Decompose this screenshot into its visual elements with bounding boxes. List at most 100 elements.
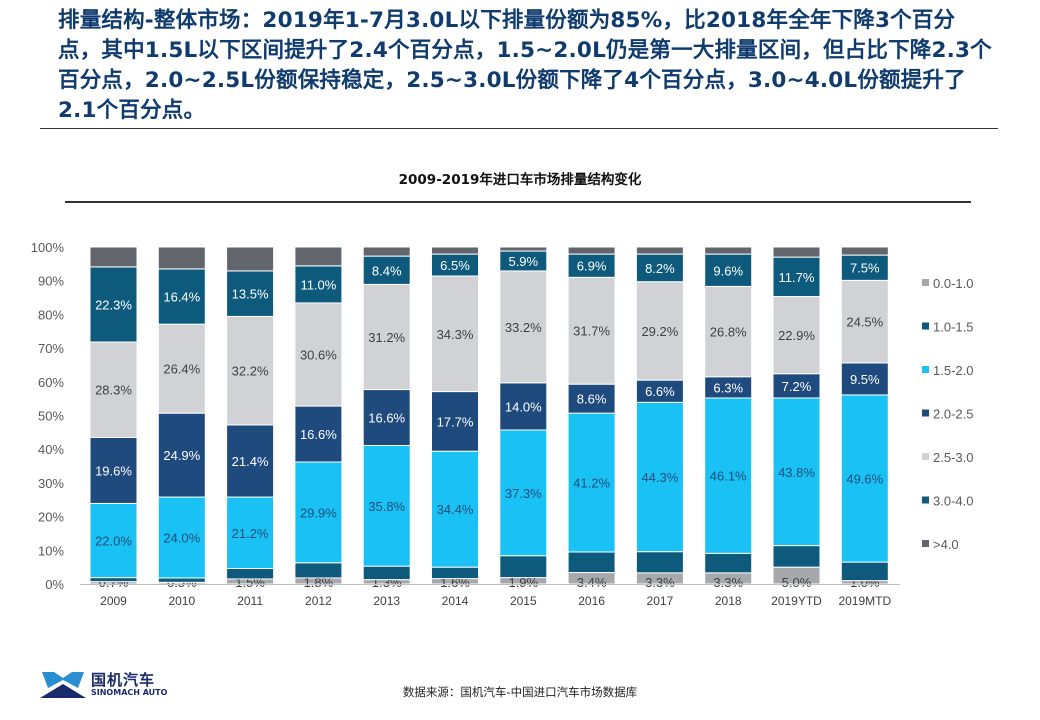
bar-segment xyxy=(431,275,479,393)
bar-stack-2015: 1.9% 37.3% 14.0% 33.2% 5.9% xyxy=(499,246,548,590)
y-tick-label: 70% xyxy=(38,341,64,356)
bar-segment xyxy=(226,270,275,317)
data-label: 5.9% xyxy=(508,254,538,269)
y-tick-label: 20% xyxy=(38,510,64,525)
legend-swatch xyxy=(922,366,929,373)
data-label: 9.6% xyxy=(713,263,743,278)
y-tick-label: 10% xyxy=(38,543,64,558)
data-label: 22.9% xyxy=(778,328,815,343)
y-tick-label: 90% xyxy=(38,274,64,289)
bar-segment xyxy=(294,302,343,407)
legend-label: >4.0 xyxy=(933,537,959,552)
bar-segment xyxy=(362,565,411,581)
data-label: 24.5% xyxy=(846,315,883,330)
x-tick-label: 2018 xyxy=(715,594,742,608)
legend-label: 1.5-2.0 xyxy=(933,363,973,378)
bar-segment xyxy=(431,566,479,580)
bar-segment xyxy=(567,551,616,574)
chart-title-divider xyxy=(65,201,971,203)
data-label: 6.6% xyxy=(645,384,675,399)
y-tick-label: 60% xyxy=(38,375,64,390)
legend-item: 3.0-4.0 xyxy=(922,494,973,509)
bar-segment xyxy=(294,562,343,579)
bar-segment xyxy=(840,279,889,364)
data-label: 37.3% xyxy=(505,486,542,501)
x-tick-label: 2016 xyxy=(578,594,605,608)
bar-segment xyxy=(567,383,616,414)
chart-title: 2009-2019年进口车市场排量结构变化 xyxy=(398,172,642,188)
bar-segment xyxy=(157,496,206,579)
data-label: 11.7% xyxy=(779,270,815,285)
data-label: 6.3% xyxy=(713,380,743,395)
data-label: 1.9% xyxy=(508,575,538,590)
data-label: 33.2% xyxy=(505,320,542,335)
bar-segment xyxy=(840,394,889,563)
data-label: 19.6% xyxy=(95,463,132,478)
bar-stack-2016: 3.4% 41.2% 8.6% 31.7% 6.9% xyxy=(567,246,616,590)
legend-item: >4.0 xyxy=(922,537,959,552)
bar-segment xyxy=(226,246,275,272)
data-label: 9.5% xyxy=(850,372,880,387)
bar-stack-2017: 3.3% 44.3% 6.6% 29.2% 8.2% xyxy=(635,246,684,590)
data-label: 26.4% xyxy=(163,362,200,377)
bar-segment xyxy=(157,268,206,325)
x-tick-label: 2011 xyxy=(237,594,263,608)
bar-segment xyxy=(840,246,889,256)
bar-segment xyxy=(226,424,275,498)
data-label: 41.2% xyxy=(573,476,610,491)
data-label: 11.0% xyxy=(300,277,336,292)
legend-item: 1.0-1.5 xyxy=(922,320,973,335)
bar-segment xyxy=(704,246,753,255)
legend-item: 2.5-3.0 xyxy=(922,450,973,465)
headline-divider xyxy=(40,128,998,129)
x-tick-label: 2015 xyxy=(510,594,537,608)
bar-segment xyxy=(362,255,411,285)
bar-stack-2014: 1.6%34.4%17.7%34.3%6.5% xyxy=(431,246,479,590)
bar-segment xyxy=(362,444,411,567)
bar-segment xyxy=(704,552,753,574)
bar-segment xyxy=(840,362,889,396)
data-label: 6.9% xyxy=(577,259,607,274)
bar-segment xyxy=(635,246,684,255)
sinomach-logo: 国机汽车 SINOMACH AUTO xyxy=(40,668,180,700)
bar-stack-2011: 1.5%21.2%21.4%32.2%13.5% xyxy=(226,246,275,590)
data-label: 31.7% xyxy=(573,324,610,339)
bar-segment xyxy=(772,397,821,547)
bar-segment xyxy=(635,401,684,553)
legend: 0.0-1.0 1.0-1.5 1.5-2.0 2.0-2.5 2.5-3.0 3.0-4… xyxy=(922,276,973,552)
data-label: 24.0% xyxy=(163,530,200,545)
data-label: 29.2% xyxy=(641,324,678,339)
data-label: 1.8% xyxy=(304,575,334,590)
x-tick-label: 2014 xyxy=(442,594,469,608)
bar-stack-2019MTD: 1.0%49.6%9.5%24.5%7.5% xyxy=(840,246,889,590)
headline: 排量结构-整体市场：2019年1-7月3.0L以下排量份额为85%，比2018年… xyxy=(58,8,992,123)
bar-segment xyxy=(362,246,411,257)
y-tick-label: 50% xyxy=(38,409,64,424)
x-tick-label: 2013 xyxy=(373,594,400,608)
data-label: 32.2% xyxy=(232,364,269,379)
bar-segment xyxy=(567,412,616,553)
data-label: 3.3% xyxy=(713,575,743,590)
bars: 0.7%22.0%19.6%28.3%22.3% 0.5%24.0%24.9%26… xyxy=(89,246,889,590)
y-tick-label: 30% xyxy=(38,476,64,491)
data-label: 16.6% xyxy=(368,411,405,426)
bar-segment xyxy=(567,276,616,385)
bar-segment xyxy=(499,246,548,252)
y-tick-label: 80% xyxy=(38,307,64,322)
bar-segment xyxy=(89,266,138,343)
data-source-note: 数据来源：国机汽车-中国进口汽车市场数据库 xyxy=(402,685,638,699)
bar-stack-2010: 0.5%24.0%24.9%26.4%16.4% xyxy=(157,246,206,590)
legend-item: 2.0-2.5 xyxy=(922,407,973,422)
legend-swatch xyxy=(922,279,929,286)
logo-text-en: SINOMACH AUTO xyxy=(91,688,168,697)
bar-segment xyxy=(362,389,411,446)
data-label: 8.4% xyxy=(372,263,402,278)
data-label: 14.0% xyxy=(505,399,542,414)
bar-segment xyxy=(89,341,138,438)
x-tick-label: 2019MTD xyxy=(838,594,891,608)
data-label: 21.4% xyxy=(232,454,269,469)
bar-stack-2009: 0.7%22.0%19.6%28.3%22.3% xyxy=(89,246,138,590)
data-label: 8.2% xyxy=(645,261,675,276)
legend-label: 3.0-4.0 xyxy=(933,494,973,509)
data-label: 3.4% xyxy=(577,575,607,590)
